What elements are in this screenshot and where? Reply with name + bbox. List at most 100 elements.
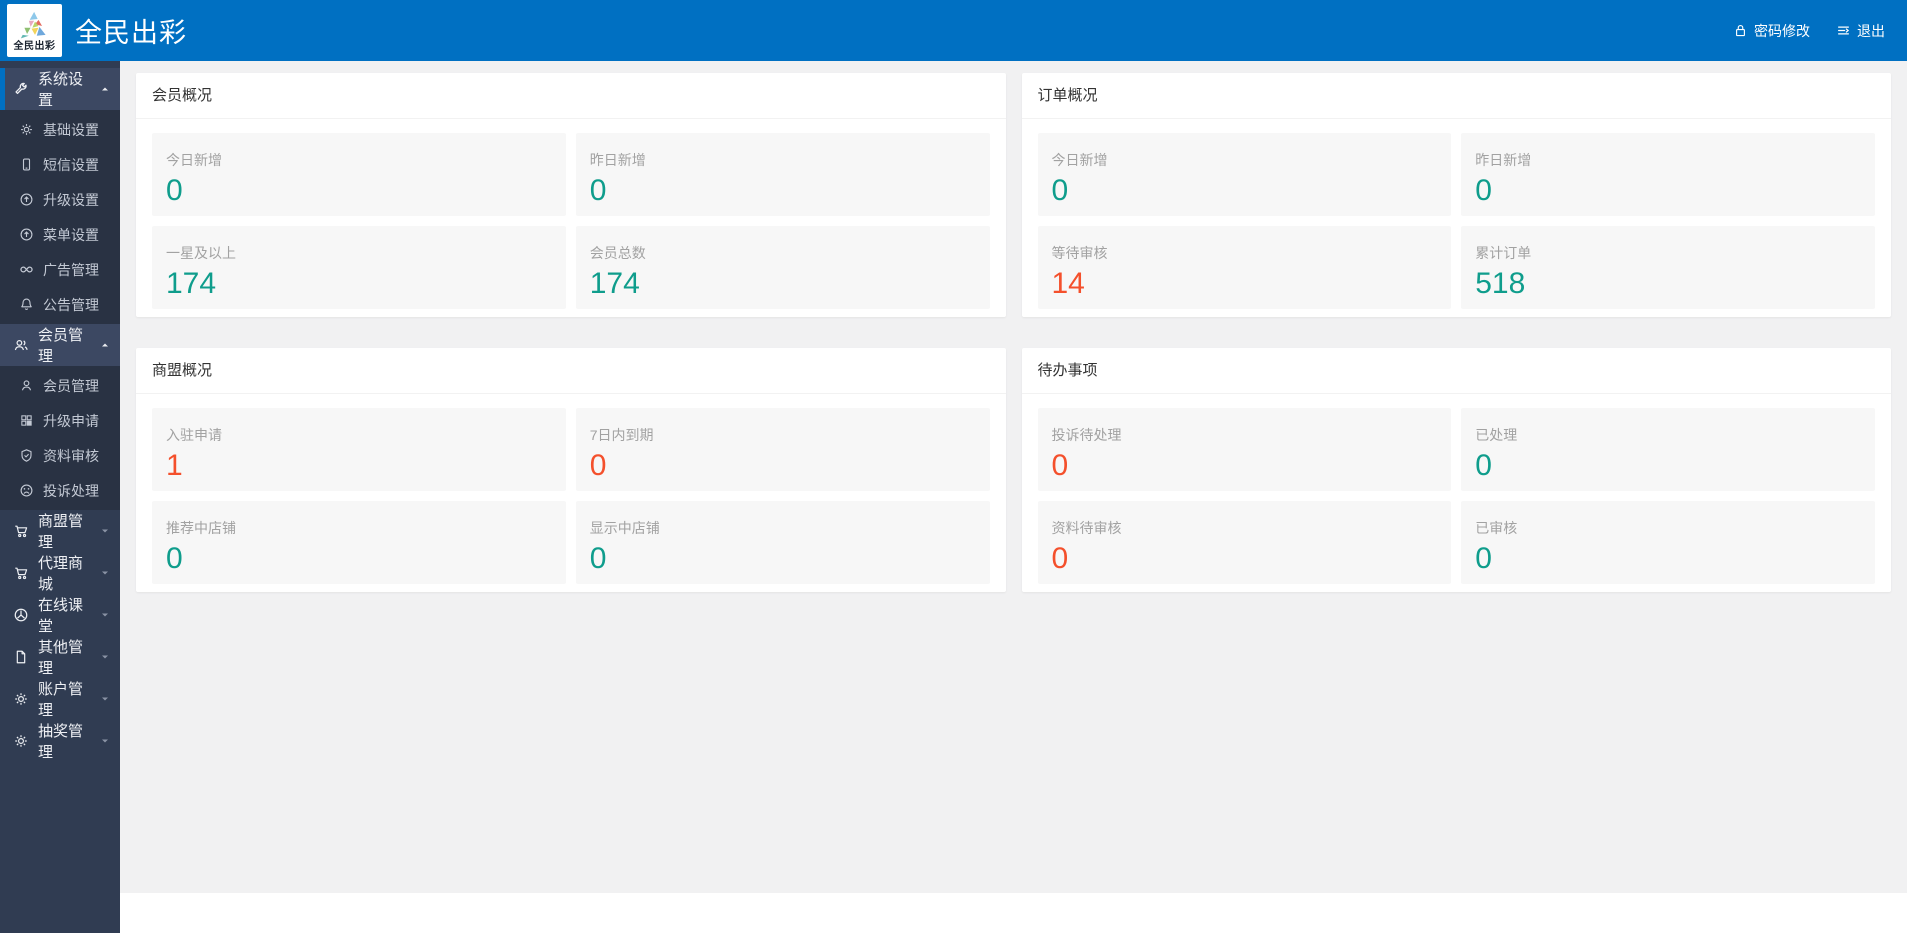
- sidebar-group-lottery-management[interactable]: 抽奖管理: [0, 720, 120, 762]
- stat-label: 资料待审核: [1051, 520, 1122, 536]
- caret-down-icon: [100, 526, 110, 536]
- stat-value: 0: [589, 542, 607, 575]
- gear-icon: [13, 691, 29, 707]
- sidebar-item-sms-settings[interactable]: 短信设置: [0, 147, 120, 182]
- sidebar-submenu-system-settings: 基础设置 短信设置 升级设置 菜单设置 广告管理 公告管理: [0, 110, 120, 324]
- stat-label: 今日新增: [1051, 152, 1108, 168]
- stat-value: 518: [1475, 267, 1526, 300]
- stat-value: 0: [1051, 174, 1069, 207]
- stat-value: 14: [1051, 267, 1085, 300]
- cart-icon: [13, 565, 29, 581]
- sidebar-item-upgrade-application[interactable]: 升级申请: [0, 403, 120, 438]
- panel-body: 入驻申请 1 7日内到期 0 推荐中店铺 0 显示中店铺 0: [136, 394, 1006, 592]
- panel-title: 商盟概况: [136, 348, 1006, 394]
- gear-icon: [19, 122, 34, 137]
- sidebar-item-upgrade-settings[interactable]: 升级设置: [0, 182, 120, 217]
- sidebar-item-data-review[interactable]: 资料审核: [0, 438, 120, 473]
- frown-icon: [19, 483, 34, 498]
- caret-up-icon: [100, 84, 110, 94]
- logout-button[interactable]: 退出: [1836, 21, 1885, 41]
- top-header: 全民出彩 全民出彩 密码修改 退出: [0, 0, 1907, 61]
- sidebar-group-agent-mall[interactable]: 代理商城: [0, 552, 120, 594]
- stat-card: 等待审核 14: [1037, 226, 1452, 309]
- sidebar-item-label: 升级申请: [43, 412, 99, 429]
- logo-mosaic-icon: [17, 11, 53, 41]
- stat-label: 昨日新增: [589, 152, 646, 168]
- stat-value: 0: [1475, 174, 1492, 207]
- wrench-icon: [13, 81, 29, 97]
- app-logo: 全民出彩: [7, 4, 62, 57]
- stat-label: 会员总数: [589, 245, 646, 261]
- sidebar-item-label: 资料审核: [43, 447, 99, 464]
- caret-up-icon: [100, 340, 110, 350]
- arrow-up-circle-icon: [19, 192, 34, 207]
- globe-icon: [13, 607, 29, 623]
- stat-value: 0: [589, 174, 607, 207]
- stat-value: 0: [166, 542, 183, 575]
- stat-value: 174: [166, 267, 217, 300]
- sidebar-group-member-management[interactable]: 会员管理: [0, 324, 120, 366]
- sidebar-item-ad-management[interactable]: 广告管理: [0, 252, 120, 287]
- stat-label: 已处理: [1475, 427, 1518, 443]
- caret-down-icon: [100, 610, 110, 620]
- sidebar-item-label: 会员管理: [43, 377, 99, 394]
- sidebar-item-label: 广告管理: [43, 261, 99, 278]
- header-actions: 密码修改 退出: [1733, 21, 1907, 41]
- mobile-icon: [19, 157, 34, 172]
- sidebar-item-member-management[interactable]: 会员管理: [0, 368, 120, 403]
- sidebar-group-label: 代理商城: [38, 555, 84, 593]
- users-icon: [13, 337, 29, 353]
- stat-label: 等待审核: [1051, 245, 1108, 261]
- logout-label: 退出: [1857, 22, 1885, 39]
- sidebar-group-account-management[interactable]: 账户管理: [0, 678, 120, 720]
- cart-icon: [13, 523, 29, 539]
- stat-card: 7日内到期 0: [575, 408, 990, 491]
- shield-check-icon: [19, 448, 34, 463]
- sidebar-group-alliance-management[interactable]: 商盟管理: [0, 510, 120, 552]
- sidebar-item-complaint-handling[interactable]: 投诉处理: [0, 473, 120, 508]
- sidebar-item-label: 升级设置: [43, 191, 99, 208]
- stat-label: 7日内到期: [589, 427, 654, 443]
- stat-card: 已审核 0: [1461, 501, 1875, 584]
- sidebar-group-online-classroom[interactable]: 在线课堂: [0, 594, 120, 636]
- sidebar-group-other-management[interactable]: 其他管理: [0, 636, 120, 678]
- sidebar-group-label: 其他管理: [38, 639, 84, 677]
- grid-icon: [19, 413, 34, 428]
- stat-card: 会员总数 174: [575, 226, 990, 309]
- stat-value: 174: [589, 267, 640, 300]
- sidebar-item-menu-settings[interactable]: 菜单设置: [0, 217, 120, 252]
- stat-label: 显示中店铺: [589, 520, 660, 536]
- stat-card: 累计订单 518: [1461, 226, 1875, 309]
- sidebar: 系统设置 基础设置 短信设置 升级设置 菜单设置 广告管理 公告管理: [0, 61, 120, 933]
- sidebar-group-system-settings[interactable]: 系统设置: [0, 68, 120, 110]
- logo-text: 全民出彩: [13, 41, 56, 52]
- main-content: 会员概况 今日新增 0 昨日新增 0 一星及以上 174 会: [120, 61, 1907, 933]
- sidebar-group-label: 系统设置: [38, 71, 84, 109]
- stat-label: 昨日新增: [1475, 152, 1532, 168]
- panel-member-overview: 会员概况 今日新增 0 昨日新增 0 一星及以上 174 会: [136, 73, 1006, 317]
- stat-card: 昨日新增 0: [1461, 133, 1875, 216]
- sidebar-item-announcement-management[interactable]: 公告管理: [0, 287, 120, 322]
- stat-value: 0: [1051, 449, 1069, 482]
- panel-alliance-overview: 商盟概况 入驻申请 1 7日内到期 0 推荐中店铺 0 显示: [136, 348, 1006, 592]
- stat-card: 显示中店铺 0: [575, 501, 990, 584]
- lock-icon: [1733, 23, 1748, 38]
- gear-icon: [13, 733, 29, 749]
- panel-body: 今日新增 0 昨日新增 0 一星及以上 174 会员总数 174: [136, 119, 1006, 317]
- panel-title: 订单概况: [1021, 73, 1891, 119]
- stat-card: 一星及以上 174: [152, 226, 566, 309]
- change-password-button[interactable]: 密码修改: [1733, 21, 1810, 41]
- stat-label: 推荐中店铺: [166, 520, 236, 536]
- logout-icon: [1836, 23, 1851, 38]
- panel-row-bottom: 商盟概况 入驻申请 1 7日内到期 0 推荐中店铺 0 显示: [136, 348, 1891, 592]
- stat-card: 投诉待处理 0: [1037, 408, 1452, 491]
- panel-row-top: 会员概况 今日新增 0 昨日新增 0 一星及以上 174 会: [136, 73, 1891, 317]
- panel-title: 待办事项: [1021, 348, 1891, 394]
- stat-card: 入驻申请 1: [152, 408, 566, 491]
- stat-label: 今日新增: [166, 152, 222, 168]
- infinity-icon: [19, 262, 34, 277]
- stat-value: 0: [1475, 542, 1492, 575]
- caret-down-icon: [100, 568, 110, 578]
- user-icon: [19, 378, 34, 393]
- sidebar-item-basic-settings[interactable]: 基础设置: [0, 112, 120, 147]
